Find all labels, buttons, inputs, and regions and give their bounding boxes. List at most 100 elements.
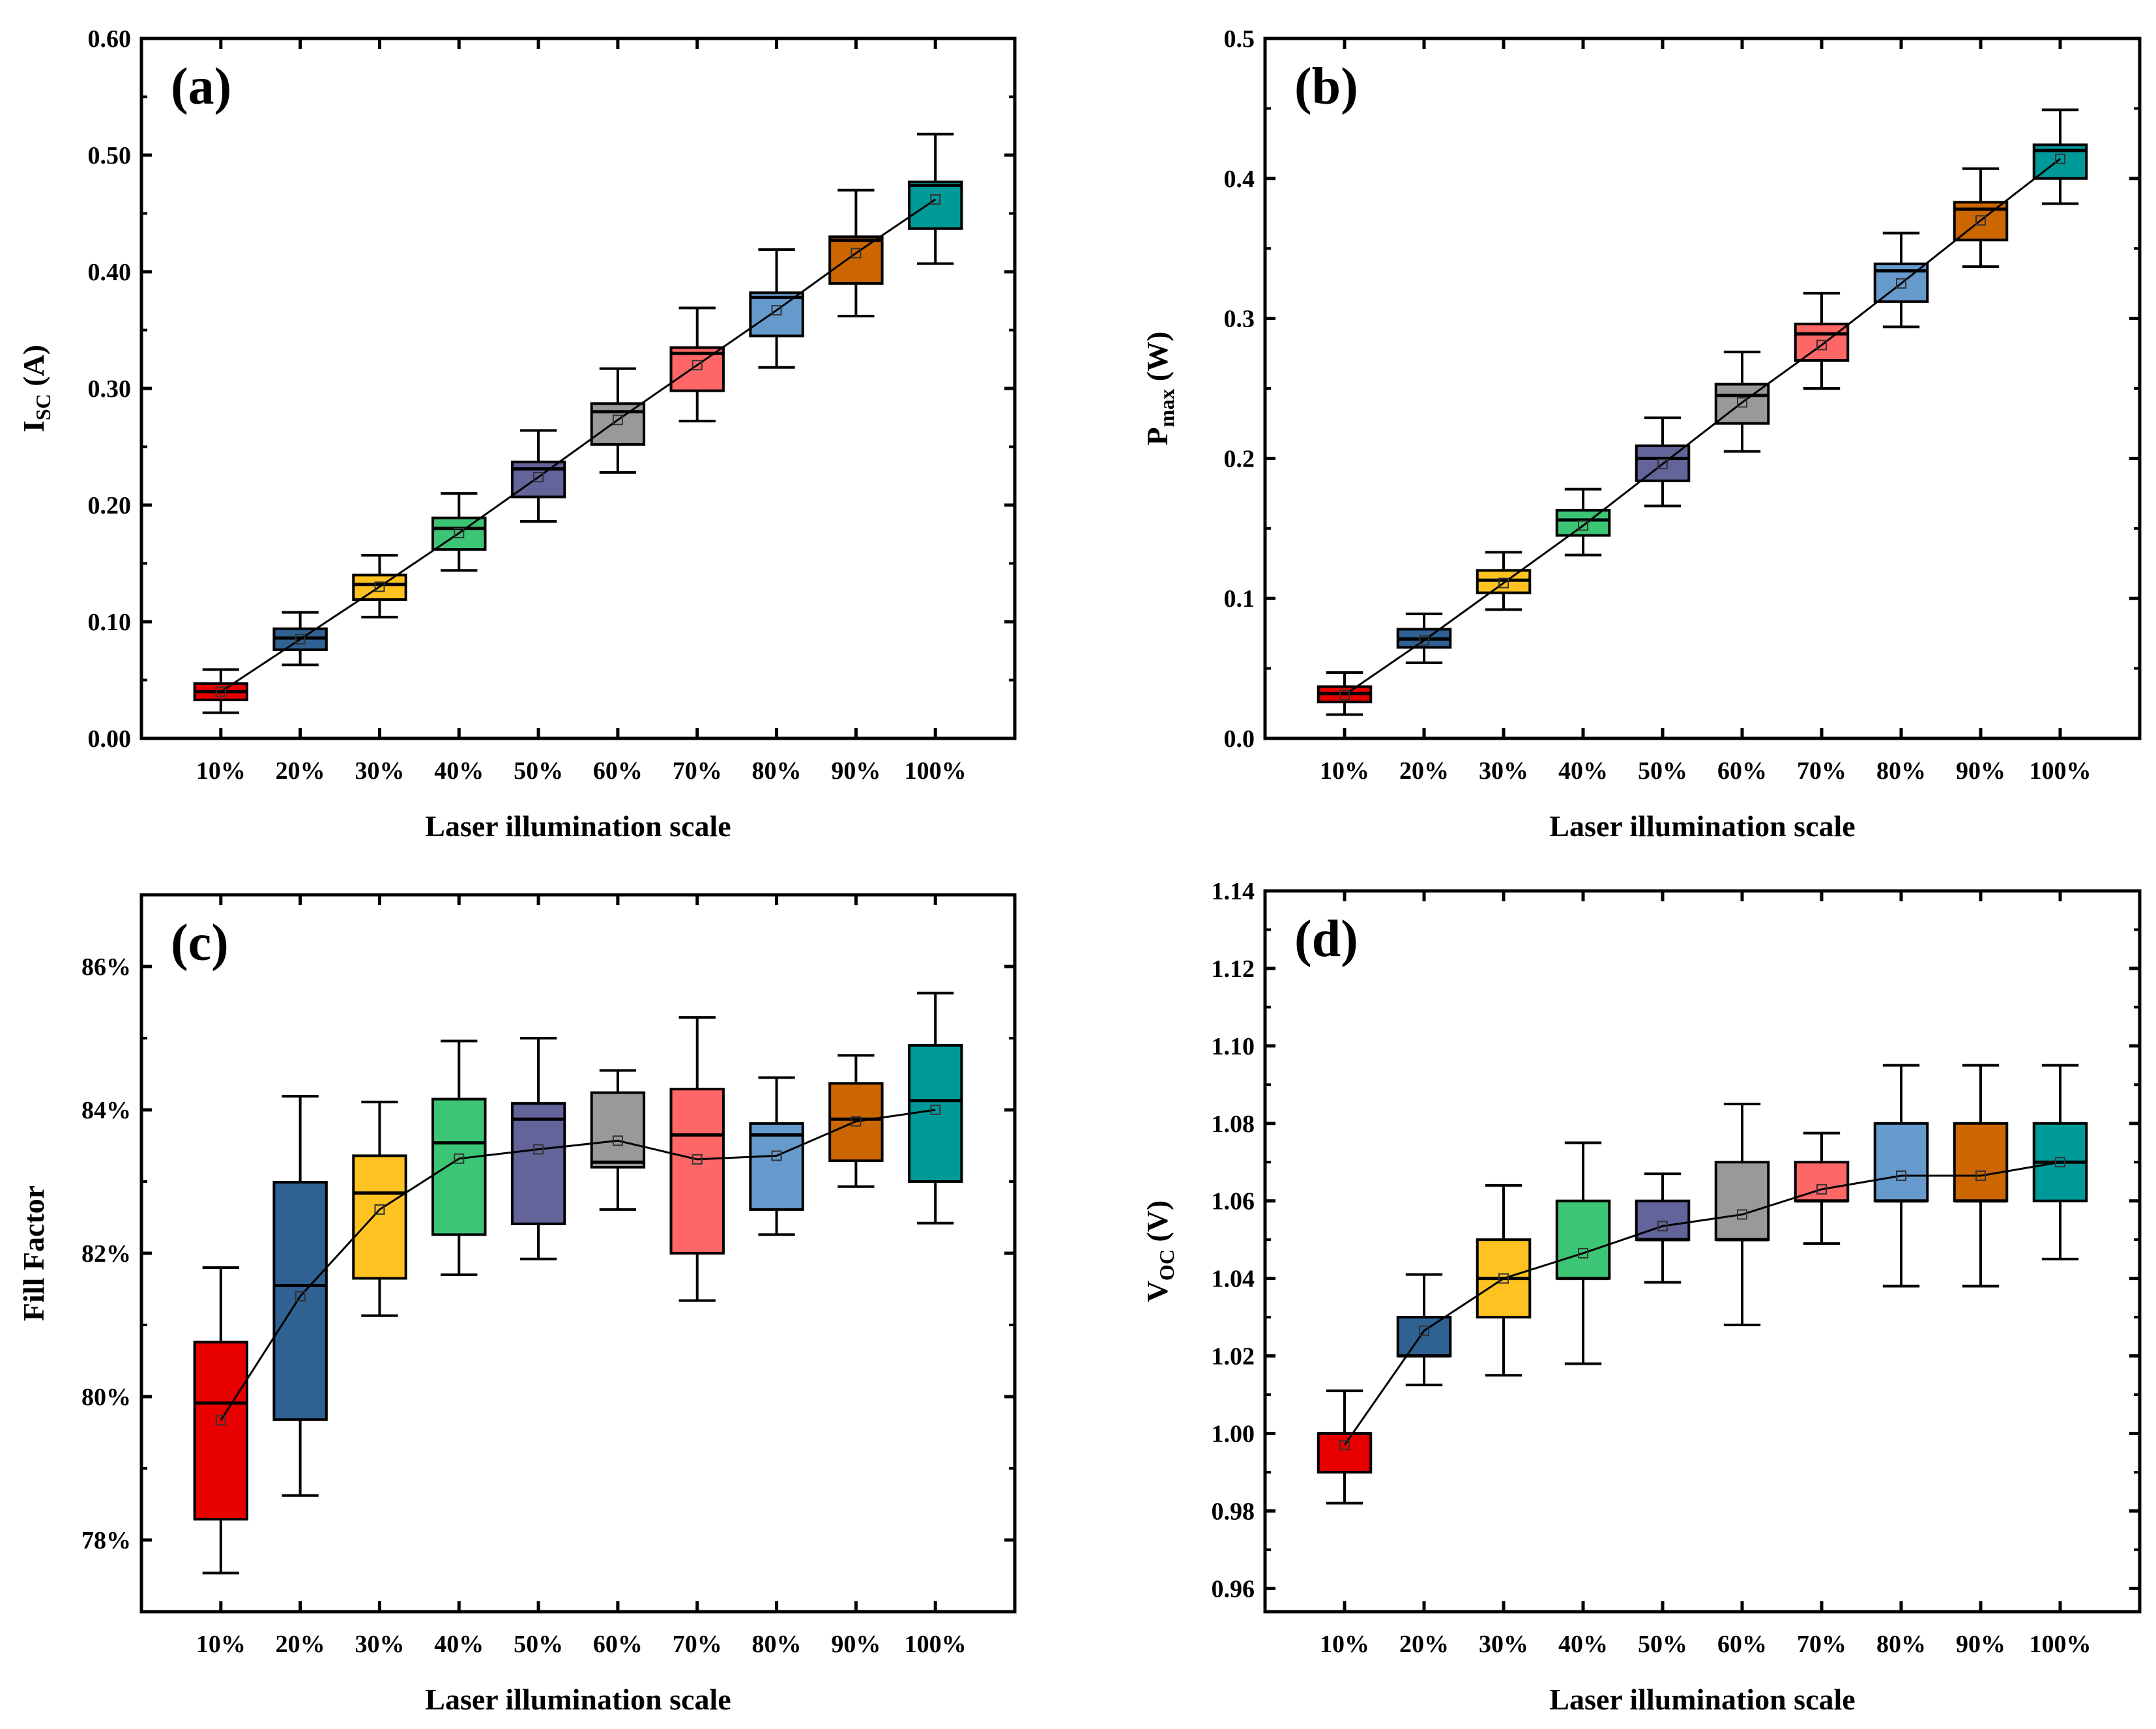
y-tick-label: 1.14 [1212, 878, 1255, 905]
box-10% [193, 1266, 249, 1575]
x-tick-label: 40% [1558, 1631, 1608, 1658]
box-iqr [590, 1091, 646, 1169]
box-iqr [907, 1044, 963, 1183]
box-30% [1476, 1184, 1532, 1377]
y-tick-label: 0.4 [1224, 166, 1255, 193]
mean-marker [1419, 635, 1429, 646]
box-iqr [828, 1082, 884, 1163]
box-30% [352, 1100, 407, 1317]
mean-marker [851, 1116, 862, 1127]
box-60% [1714, 1103, 1770, 1326]
y-tick-label: 1.08 [1212, 1111, 1255, 1138]
y-tick-label: 1.06 [1212, 1188, 1255, 1215]
mean-marker [295, 633, 306, 645]
x-tick-label: 10% [196, 757, 246, 785]
y-axis-title-unit: (V) [1141, 1200, 1174, 1249]
y-axis-title-subscript: OC [1155, 1249, 1178, 1281]
x-tick-label: 100% [905, 1631, 967, 1658]
box-40% [431, 1039, 487, 1276]
y-tick-label: 0.98 [1212, 1498, 1255, 1525]
x-tick-label: 60% [593, 757, 643, 785]
x-tick-label: 100% [2030, 1631, 2091, 1658]
box-70% [669, 1016, 725, 1302]
x-tick-label: 60% [593, 1631, 643, 1658]
y-tick-label: 80% [81, 1384, 131, 1411]
box-90% [828, 188, 884, 318]
x-axis-title: Laser illumination scale [425, 1683, 731, 1716]
x-tick-label: 80% [1876, 1631, 1926, 1658]
panel-label: (c) [171, 914, 229, 972]
mean-marker [533, 1144, 544, 1155]
x-tick-label: 100% [2030, 757, 2091, 785]
y-tick-label: 0.96 [1212, 1575, 1255, 1603]
x-tick-label: 10% [1320, 757, 1369, 785]
box-iqr [749, 1122, 804, 1211]
panel-label: (a) [171, 58, 231, 115]
box-40% [1555, 487, 1611, 557]
chart-panel-b: 0.0 0.1 0.2 0.3 0.4 0.5 10% 20% 30% 40% 50% 60% 70% 8… [1141, 25, 2142, 843]
plot-frame [139, 36, 1017, 740]
x-tick-label: 80% [752, 757, 802, 785]
chart-panel-a: 0.00 0.10 0.20 0.30 0.40 0.50 0.60 10% 20% 30% 40%… [17, 25, 1017, 843]
x-tick-label: 50% [514, 757, 563, 785]
box-iqr [1794, 323, 1850, 362]
y-tick-label: 0.40 [88, 259, 132, 286]
y-tick-label: 1.00 [1212, 1420, 1255, 1447]
x-tick-label: 90% [1956, 1631, 2005, 1658]
y-tick-label: 78% [81, 1527, 131, 1554]
mean-marker [1578, 520, 1588, 531]
mean-marker [1737, 1209, 1747, 1220]
y-axis-title-main: P [1141, 427, 1174, 445]
x-tick-label: 50% [1638, 1631, 1687, 1658]
mean-marker [771, 1150, 782, 1161]
box-iqr [510, 1102, 566, 1225]
y-axis-title: Fill Factor [17, 1185, 50, 1321]
y-axis-title: Pmax (W) [1141, 332, 1178, 446]
y-axis-title: ISC (A) [17, 345, 55, 432]
mean-marker [454, 527, 465, 538]
mean-marker [1339, 1440, 1350, 1451]
mean-marker [1657, 458, 1668, 469]
mean-marker [692, 1154, 703, 1165]
x-tick-label: 40% [1558, 757, 1608, 785]
y-axis-title-main: I [17, 420, 50, 432]
y-tick-label: 82% [81, 1240, 131, 1268]
box-90% [1953, 167, 2009, 269]
x-tick-label: 90% [831, 757, 881, 785]
mean-marker [1419, 1325, 1429, 1336]
box-10% [1317, 671, 1373, 716]
box-iqr [352, 1154, 407, 1280]
box-20% [1396, 612, 1452, 665]
box-80% [1873, 1064, 1929, 1288]
mean-marker [1498, 577, 1509, 588]
box-iqr [1317, 1432, 1373, 1474]
x-tick-label: 80% [752, 1631, 802, 1658]
y-axis-title-main: Fill Factor [17, 1185, 50, 1321]
y-axis-title-unit: (W) [1141, 332, 1174, 389]
box-iqr [1953, 1122, 2009, 1202]
plot-frame [1263, 889, 2142, 1614]
box-100% [907, 132, 963, 265]
x-tick-label: 40% [434, 757, 484, 785]
x-tick-label: 10% [1320, 1631, 1369, 1658]
mean-marker [1975, 215, 1986, 226]
mean-marker [454, 1153, 465, 1164]
x-tick-label: 20% [276, 757, 325, 785]
x-tick-label: 60% [1717, 1631, 1767, 1658]
mean-marker [612, 1135, 623, 1146]
mean-marker [612, 414, 623, 426]
box-iqr [1555, 508, 1611, 537]
box-30% [1476, 551, 1532, 611]
y-axis-title-main: V [1141, 1281, 1174, 1302]
y-axis-title-subscript: max [1155, 389, 1178, 428]
box-iqr [669, 1088, 725, 1255]
mean-marker [533, 472, 544, 483]
y-axis-title: VOC (V) [1141, 1200, 1178, 1303]
x-tick-label: 50% [514, 1631, 563, 1658]
panel-label: (b) [1294, 58, 1358, 115]
box-20% [1396, 1273, 1452, 1387]
y-tick-label: 0.3 [1224, 306, 1255, 333]
y-tick-label: 84% [81, 1097, 131, 1124]
x-tick-label: 30% [1479, 757, 1528, 785]
y-tick-label: 0.60 [88, 25, 132, 53]
